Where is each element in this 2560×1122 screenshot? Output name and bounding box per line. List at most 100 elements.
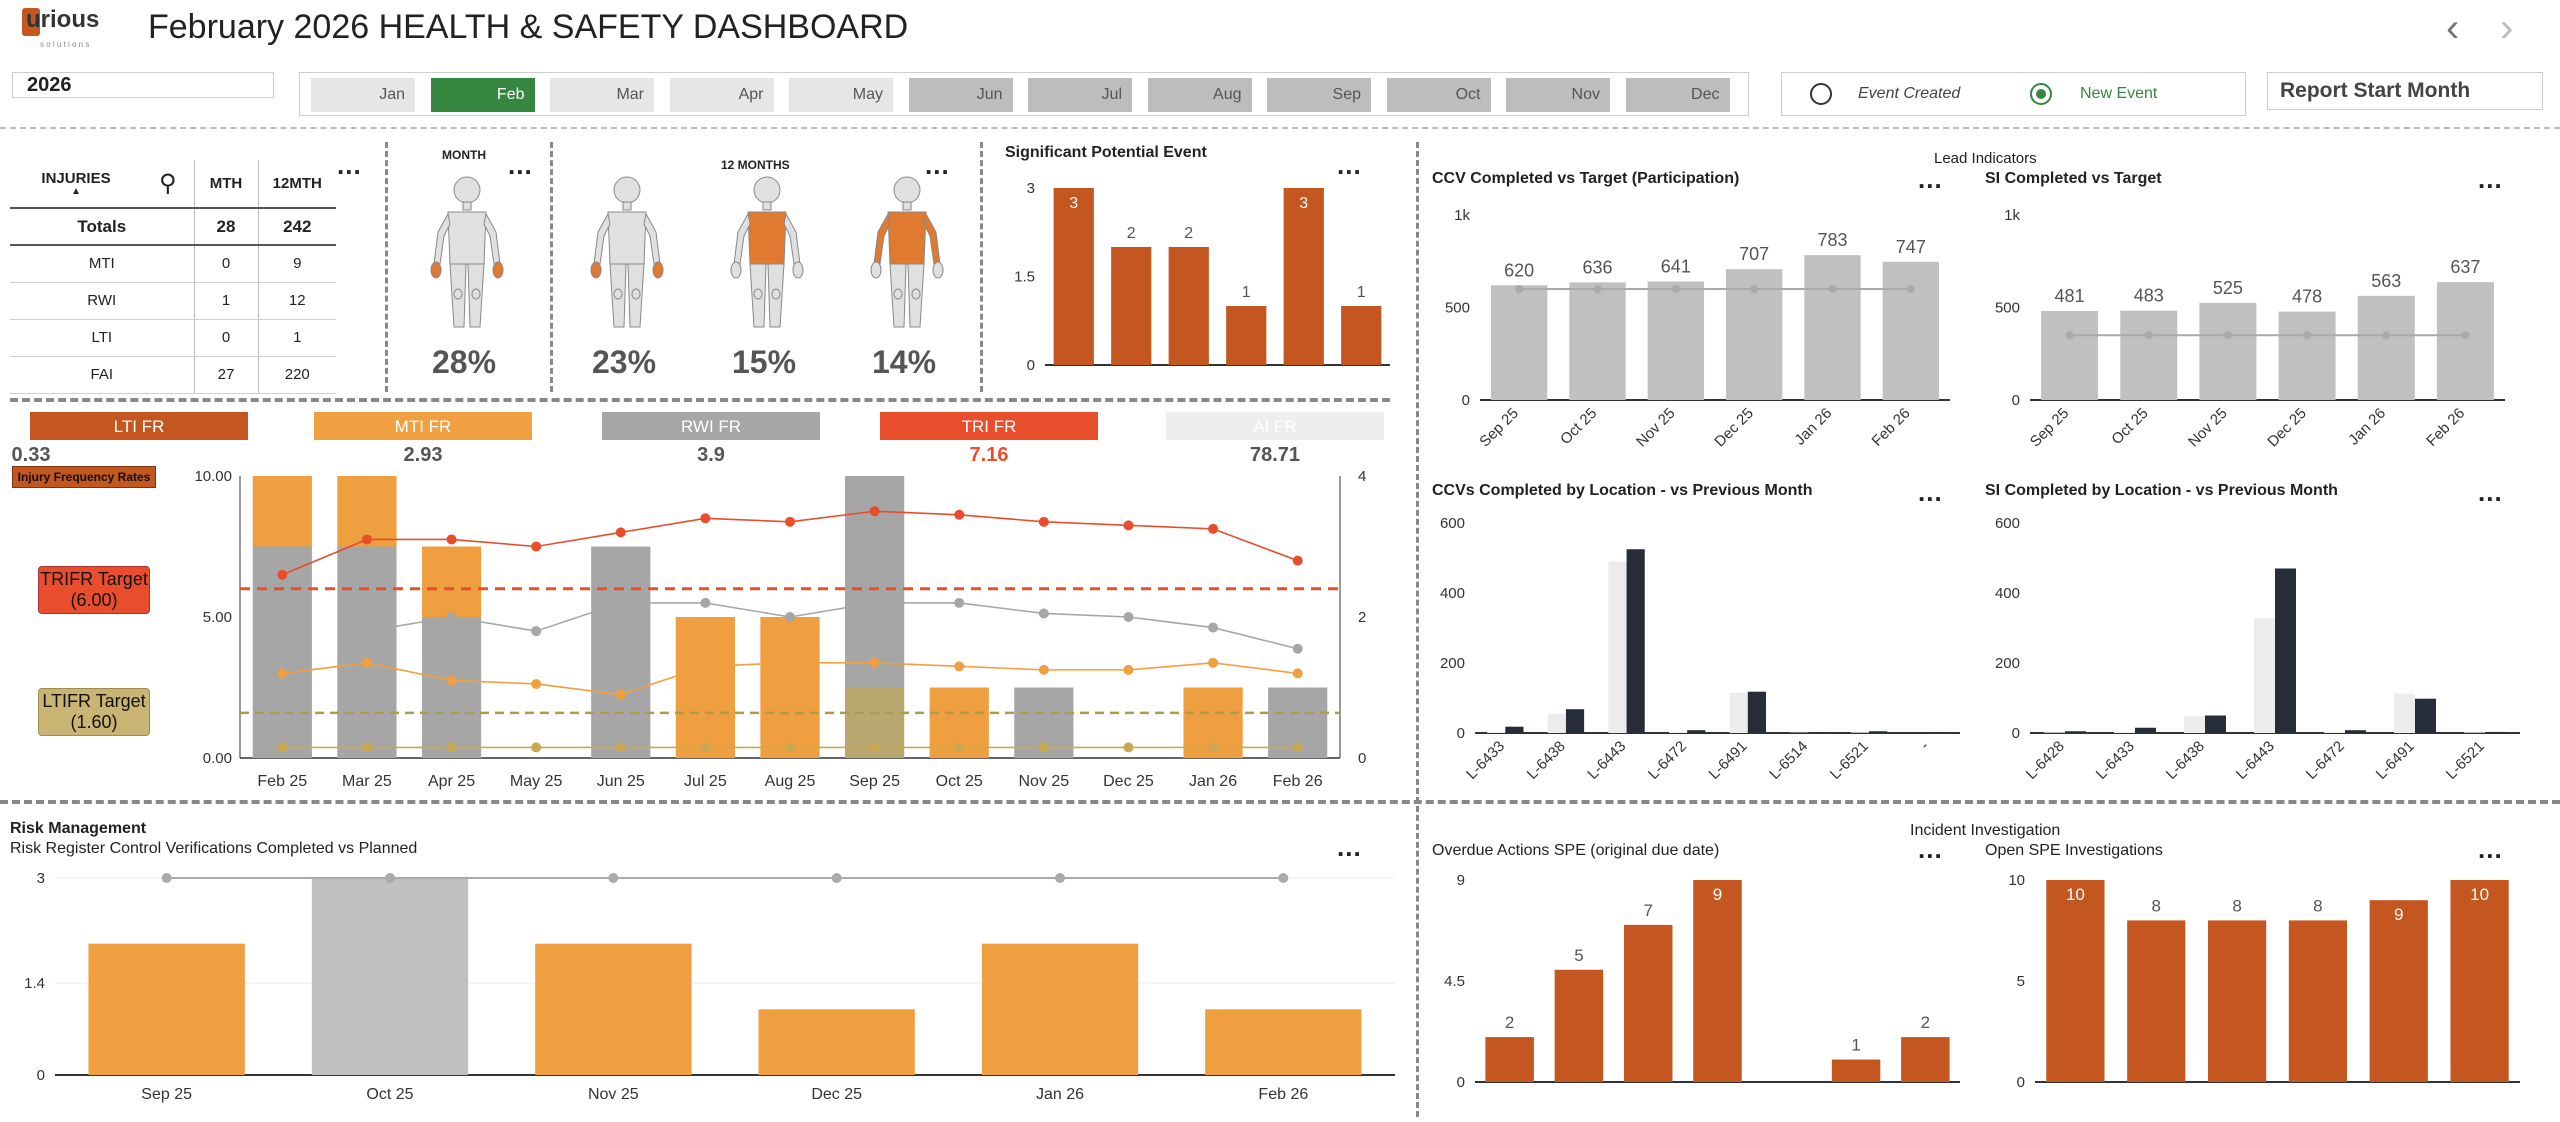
- bar[interactable]: [2207, 920, 2267, 1082]
- bar[interactable]: [981, 943, 1139, 1075]
- bar[interactable]: [1804, 255, 1861, 400]
- more-options-button[interactable]: ...: [337, 150, 362, 180]
- bar[interactable]: [2199, 302, 2257, 400]
- bar[interactable]: [1850, 732, 1870, 733]
- bar[interactable]: [421, 546, 482, 618]
- bar[interactable]: [1687, 730, 1706, 733]
- month-button-jun[interactable]: Jun: [904, 78, 1013, 112]
- bar[interactable]: [1869, 731, 1888, 733]
- bar[interactable]: [2278, 311, 2336, 400]
- bar[interactable]: [421, 617, 482, 758]
- month-button-oct[interactable]: Oct: [1382, 78, 1491, 112]
- bar[interactable]: [675, 617, 735, 758]
- bar[interactable]: [535, 943, 692, 1075]
- bar[interactable]: [758, 1009, 915, 1075]
- bar[interactable]: [2135, 727, 2156, 733]
- month-button-apr[interactable]: Apr: [665, 78, 774, 112]
- bar[interactable]: [2041, 311, 2099, 400]
- fr-box-ai-fr[interactable]: AI FR: [1166, 412, 1384, 440]
- bar[interactable]: [1623, 924, 1673, 1082]
- bar[interactable]: [2044, 732, 2065, 733]
- bar[interactable]: [1111, 247, 1152, 365]
- bar[interactable]: [2464, 732, 2485, 733]
- bar[interactable]: [1729, 692, 1748, 733]
- more-options-button[interactable]: ...: [1337, 832, 1362, 862]
- bar[interactable]: [1554, 969, 1604, 1082]
- bar[interactable]: [2415, 698, 2436, 733]
- bar[interactable]: [1053, 188, 1094, 365]
- bar[interactable]: [2345, 730, 2366, 733]
- fr-box-mti-fr[interactable]: MTI FR: [314, 412, 532, 440]
- bar[interactable]: [1626, 549, 1645, 733]
- bar[interactable]: [591, 546, 651, 759]
- bar[interactable]: [1205, 1009, 1362, 1075]
- bar[interactable]: [2114, 731, 2135, 733]
- bar[interactable]: [2275, 568, 2296, 734]
- next-page-button[interactable]: ›: [2500, 6, 2514, 50]
- bar[interactable]: [1901, 1037, 1950, 1082]
- month-button-dec[interactable]: Dec: [1621, 78, 1730, 112]
- month-button-jul[interactable]: Jul: [1024, 78, 1132, 112]
- month-button-aug[interactable]: Aug: [1143, 78, 1252, 112]
- more-options-button[interactable]: ...: [2478, 164, 2503, 194]
- bar[interactable]: [2184, 716, 2205, 733]
- month-button-sep[interactable]: Sep: [1263, 78, 1371, 112]
- more-options-button[interactable]: ...: [1918, 477, 1943, 507]
- bar[interactable]: [2436, 282, 2494, 400]
- bar[interactable]: [1882, 261, 1940, 400]
- bar[interactable]: [1608, 561, 1627, 734]
- bar[interactable]: [2288, 920, 2348, 1082]
- bar[interactable]: [1693, 880, 1742, 1082]
- bar[interactable]: [1569, 282, 1626, 400]
- bar[interactable]: [1747, 691, 1766, 733]
- month-button-jan[interactable]: Jan: [307, 78, 415, 112]
- bar[interactable]: [311, 878, 469, 1075]
- bar[interactable]: [2205, 715, 2226, 734]
- more-options-button[interactable]: ...: [508, 150, 533, 180]
- radio-event-created[interactable]: [1810, 83, 1832, 105]
- bar[interactable]: [2357, 295, 2415, 400]
- bar[interactable]: [1831, 1059, 1881, 1082]
- month-button-nov[interactable]: Nov: [1502, 78, 1610, 112]
- bar[interactable]: [2369, 900, 2428, 1082]
- injuries-header[interactable]: INJURIES: [41, 170, 111, 187]
- more-options-button[interactable]: ...: [1337, 150, 1362, 180]
- bar[interactable]: [1341, 306, 1382, 365]
- bar[interactable]: [1647, 281, 1705, 400]
- bar[interactable]: [760, 617, 820, 758]
- bar[interactable]: [1808, 732, 1827, 733]
- fr-box-tri-fr[interactable]: TRI FR: [880, 412, 1098, 440]
- bar[interactable]: [2324, 731, 2345, 733]
- bar[interactable]: [1226, 306, 1267, 365]
- bar[interactable]: [1669, 731, 1688, 733]
- search-icon[interactable]: ⚲: [158, 170, 177, 197]
- more-options-button[interactable]: ...: [2478, 834, 2503, 864]
- more-options-button[interactable]: ...: [1918, 834, 1943, 864]
- bar[interactable]: [2065, 731, 2086, 733]
- bar[interactable]: [2394, 693, 2415, 733]
- more-options-button[interactable]: ...: [925, 150, 950, 180]
- bar[interactable]: [2120, 310, 2178, 400]
- bar[interactable]: [2046, 880, 2105, 1082]
- bar[interactable]: [337, 546, 397, 759]
- fr-box-lti-fr[interactable]: LTI FR: [30, 412, 248, 440]
- fr-box-rwi-fr[interactable]: RWI FR: [602, 412, 820, 440]
- bar[interactable]: [1168, 247, 1209, 365]
- month-button-mar[interactable]: Mar: [546, 78, 654, 112]
- bar[interactable]: [1490, 285, 1548, 400]
- more-options-button[interactable]: ...: [1918, 164, 1943, 194]
- month-button-may[interactable]: May: [785, 78, 893, 112]
- bar[interactable]: [1547, 713, 1566, 733]
- month-button-feb[interactable]: Feb: [426, 78, 535, 112]
- more-options-button[interactable]: ...: [2478, 477, 2503, 507]
- bar[interactable]: [2254, 618, 2275, 733]
- bar[interactable]: [252, 546, 312, 759]
- bar[interactable]: [2485, 731, 2506, 733]
- prev-page-button[interactable]: ‹: [2446, 6, 2460, 50]
- bar[interactable]: [1485, 1037, 1534, 1082]
- bar[interactable]: [2127, 920, 2186, 1082]
- radio-new-event[interactable]: [2030, 83, 2052, 105]
- report-start-month-dropdown[interactable]: Report Start Month: [2267, 72, 2543, 110]
- bar[interactable]: [252, 476, 312, 547]
- bar[interactable]: [1283, 188, 1324, 365]
